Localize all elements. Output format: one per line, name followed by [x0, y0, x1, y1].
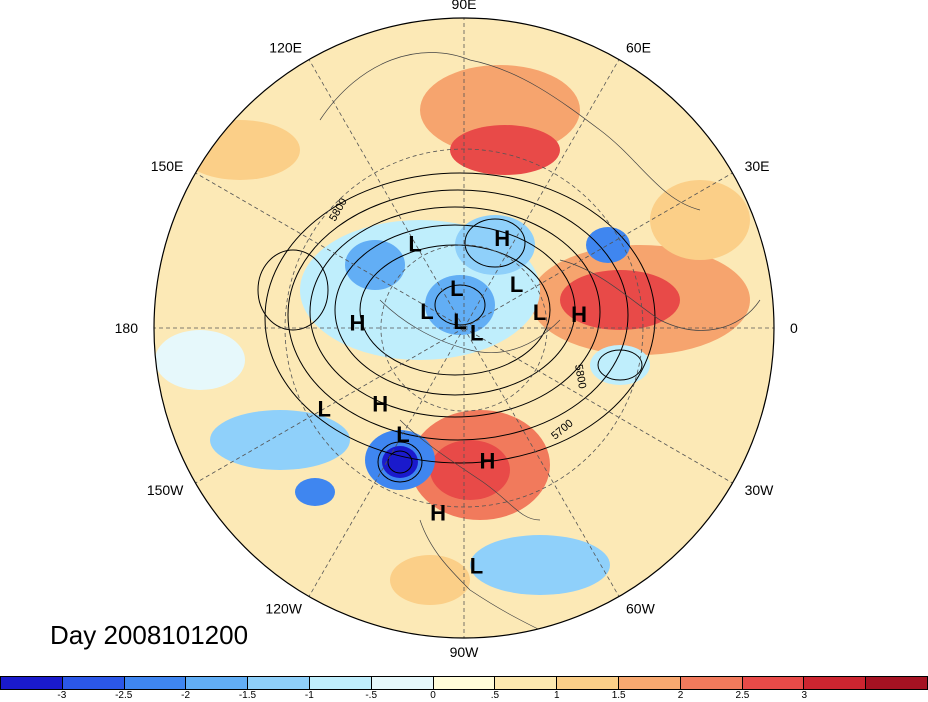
- colorbar-cell: [433, 677, 496, 689]
- colorbar-tick-label: -1.5: [238, 690, 257, 701]
- low-pressure-label: L: [420, 299, 433, 324]
- colorbar-tick-label: -3: [57, 690, 67, 701]
- map-boundary: [153, 17, 775, 639]
- meridian-line: [463, 59, 620, 329]
- longitude-label: 120W: [265, 601, 302, 617]
- colorbar-cell: [371, 677, 434, 689]
- longitude-label: 0: [790, 320, 798, 336]
- colorbar-tick-label: 3: [801, 690, 808, 701]
- meridian-line: [463, 327, 733, 484]
- lat-lon-grid: [154, 18, 774, 638]
- height-contours: [257, 172, 656, 483]
- colorbar-cell: [309, 677, 372, 689]
- colorbar-cell: [1, 677, 63, 689]
- meridian-line: [463, 172, 733, 329]
- longitude-label: 60E: [626, 39, 651, 55]
- longitude-label: 120E: [269, 39, 302, 55]
- low-pressure-label: L: [533, 300, 546, 325]
- high-pressure-label: H: [430, 500, 446, 525]
- colorbar-tick-label: 2: [677, 690, 684, 701]
- low-pressure-label: L: [396, 422, 409, 447]
- colorbar-tick-label: -1: [304, 690, 314, 701]
- colorbar-cell: [62, 677, 125, 689]
- low-pressure-label: L: [510, 272, 523, 297]
- colorbar-cell: [680, 677, 743, 689]
- colorbar-cell: [618, 677, 681, 689]
- high-pressure-label: H: [372, 391, 388, 416]
- low-pressure-label: L: [453, 309, 466, 334]
- low-pressure-label: L: [450, 276, 463, 301]
- longitude-label: 30E: [745, 158, 770, 174]
- colorbar-cell: [557, 677, 619, 689]
- longitude-label: 150W: [147, 482, 184, 498]
- low-pressure-label: L: [470, 554, 483, 579]
- anomaly-shading: [154, 18, 774, 638]
- longitude-label: 60W: [626, 601, 656, 617]
- longitude-label: 30W: [745, 482, 775, 498]
- colorbar-tick-label: -2: [181, 690, 191, 701]
- date-label: Day 2008101200: [50, 620, 249, 650]
- meridian-line: [195, 327, 465, 484]
- meridian-line: [308, 327, 465, 597]
- colorbar-cell: [742, 677, 805, 689]
- colorbar-cell: [186, 677, 249, 689]
- colorbar-cell: [248, 677, 310, 689]
- longitude-label: 180: [115, 320, 139, 336]
- colorbar-tick-label: -.5: [365, 690, 378, 701]
- contour-value-label: 5800: [572, 363, 588, 389]
- colorbar-tick-label: 1.5: [611, 690, 626, 701]
- colorbar-tick-label: 0: [430, 690, 436, 701]
- longitude-label: 150E: [151, 158, 184, 174]
- high-pressure-label: H: [494, 226, 510, 251]
- low-pressure-label: L: [318, 397, 331, 422]
- high-pressure-label: H: [571, 302, 587, 327]
- colorbar-tick-label: 1: [554, 690, 560, 701]
- colorbar-tick-label: 2.5: [735, 690, 750, 701]
- coastlines: [319, 52, 761, 631]
- high-pressure-label: H: [479, 449, 495, 474]
- colorbar-cell: [124, 677, 187, 689]
- longitude-labels: 90E 60E 30E 0 30W 60W 90W 120W 150W 180 150E 120E: [115, 0, 798, 660]
- parallel-circle: [284, 148, 644, 508]
- high-pressure-label: H: [349, 310, 365, 335]
- meridian-line: [195, 172, 465, 329]
- colorbar-tick-label: -2.5: [115, 690, 133, 701]
- longitude-label: 90E: [452, 0, 477, 12]
- colorbar-ticks: -3 -2.5 -2 -1.5 -1 -.5 0 .5 1 1.5 2 2.5 3: [0, 690, 928, 702]
- longitude-label: 90W: [450, 644, 480, 660]
- meridian-line: [308, 59, 465, 329]
- colorbar-cell: [495, 677, 558, 689]
- low-pressure-label: L: [470, 321, 483, 346]
- colorbar-tick-label: .5: [490, 690, 500, 701]
- colorbar: [0, 676, 928, 690]
- colorbar-cell: [866, 677, 927, 689]
- parallel-circle: [380, 244, 548, 412]
- low-pressure-label: L: [408, 231, 421, 256]
- meridian-line: [463, 327, 620, 597]
- colorbar-cell: [804, 677, 867, 689]
